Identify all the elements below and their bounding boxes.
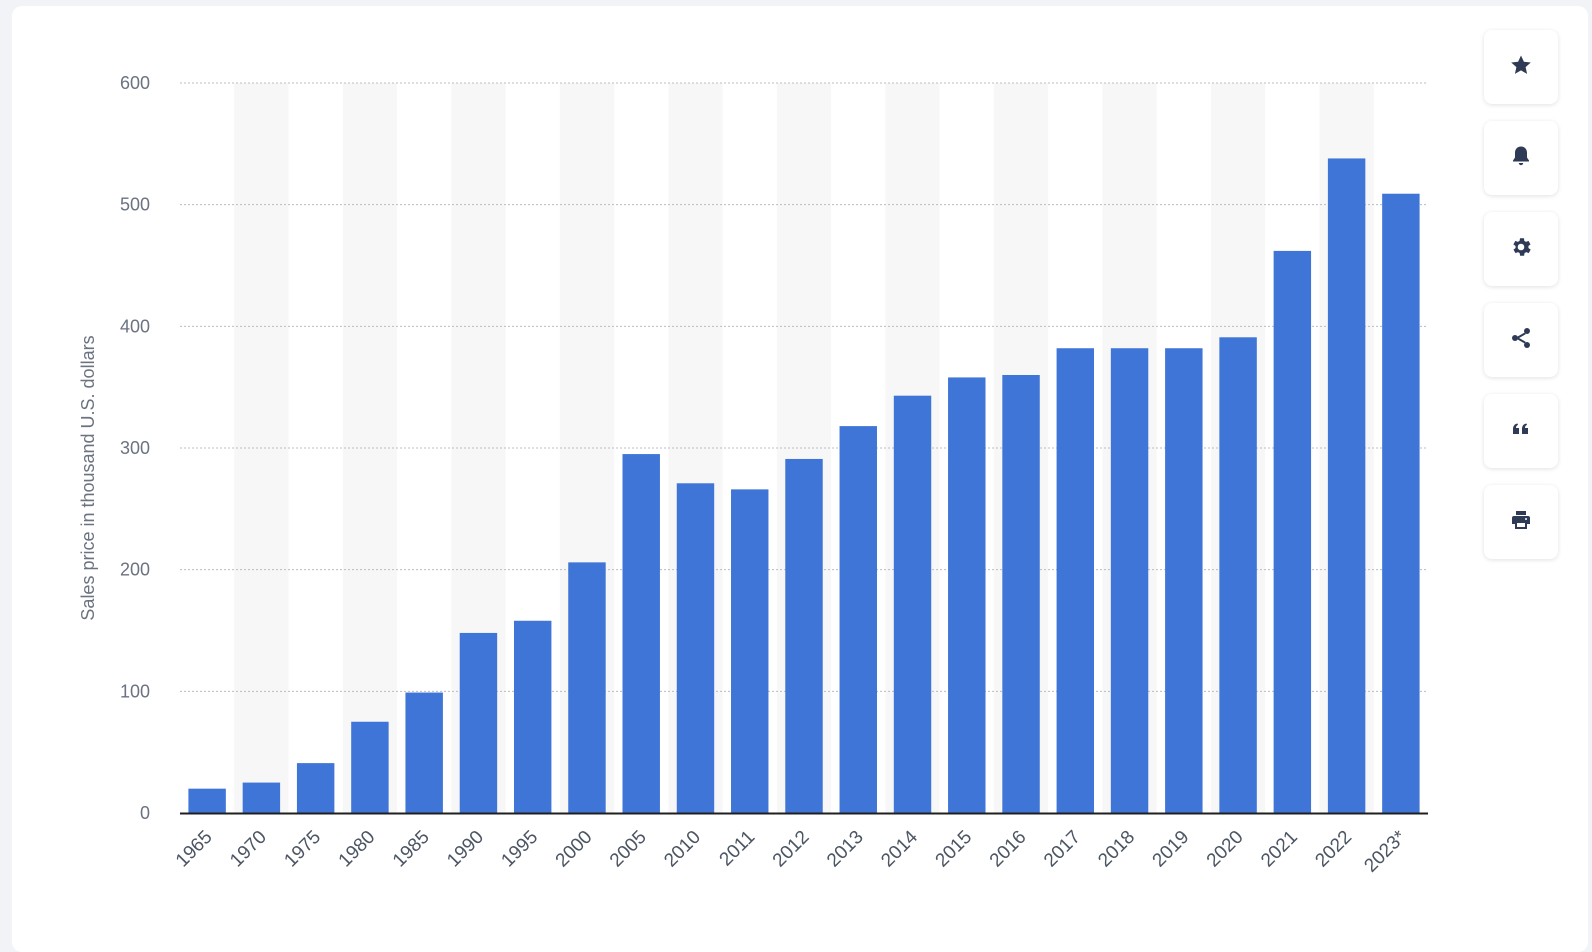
bar[interactable] xyxy=(1056,348,1095,813)
quote-icon xyxy=(1509,417,1533,446)
bar[interactable] xyxy=(893,395,932,813)
share-button[interactable] xyxy=(1484,303,1558,377)
bar[interactable] xyxy=(731,489,769,813)
bar[interactable] xyxy=(1110,348,1149,813)
bar[interactable] xyxy=(351,721,389,813)
x-tick-label: 2022 xyxy=(1311,827,1356,872)
y-axis-label: Sales price in thousand U.S. dollars xyxy=(78,335,98,620)
bar[interactable] xyxy=(1382,193,1420,813)
y-tick-label: 300 xyxy=(120,438,150,458)
printer-icon xyxy=(1509,508,1533,537)
y-tick-label: 400 xyxy=(120,316,150,336)
x-tick-label: 1985 xyxy=(389,827,434,872)
bar[interactable] xyxy=(839,426,877,813)
bar[interactable] xyxy=(1273,250,1312,813)
x-tick-label: 2000 xyxy=(552,827,597,872)
x-tick-label: 2012 xyxy=(769,827,814,872)
notification-button[interactable] xyxy=(1484,121,1558,195)
x-tick-labels: 1965 1970 1975 1980 1985 1990 1995 2000 2005 2010… xyxy=(172,826,1411,876)
x-tick-label: 1995 xyxy=(497,827,542,872)
bar[interactable] xyxy=(785,458,823,813)
x-tick-label: 1965 xyxy=(172,827,217,872)
y-tick-label: 500 xyxy=(120,195,150,215)
x-tick-label: 1990 xyxy=(443,827,488,872)
x-tick-label: 2020 xyxy=(1203,827,1248,872)
bar[interactable] xyxy=(242,782,281,813)
y-tick-label: 200 xyxy=(120,560,150,580)
x-tick-label: 2018 xyxy=(1094,827,1139,872)
bar[interactable] xyxy=(948,377,986,813)
bar[interactable] xyxy=(1219,337,1257,813)
x-tick-label: 2023* xyxy=(1360,826,1410,876)
share-icon xyxy=(1509,326,1533,355)
y-tick-label: 600 xyxy=(120,73,150,93)
y-tick-labels: 0 100 200 300 400 500 600 xyxy=(120,73,150,823)
x-tick-label: 2017 xyxy=(1040,827,1085,872)
x-tick-label: 1970 xyxy=(226,827,271,872)
bar[interactable] xyxy=(676,483,715,813)
x-tick-label: 1975 xyxy=(280,827,325,872)
x-tick-label: 2011 xyxy=(716,827,760,871)
y-tick-label: 100 xyxy=(120,681,150,701)
y-tick-label: 0 xyxy=(140,803,150,823)
x-tick-label: 2016 xyxy=(986,827,1031,872)
cite-button[interactable] xyxy=(1484,394,1558,468)
star-icon xyxy=(1509,53,1533,82)
x-tick-label: 2019 xyxy=(1149,827,1194,872)
bar-chart: 0 100 200 300 400 500 600 1965 1970 1975 1980 1985… xyxy=(78,73,1428,877)
bar[interactable] xyxy=(513,620,552,813)
favorite-button[interactable] xyxy=(1484,30,1558,104)
bar[interactable] xyxy=(405,692,443,813)
bell-icon xyxy=(1509,144,1533,173)
x-tick-label: 2021 xyxy=(1257,827,1302,872)
settings-button[interactable] xyxy=(1484,212,1558,286)
x-tick-label: 2013 xyxy=(823,827,868,872)
chart-toolbar xyxy=(1484,30,1560,576)
x-tick-label: 2014 xyxy=(877,826,922,871)
x-tick-label: 2015 xyxy=(932,827,977,872)
x-tick-label: 2005 xyxy=(606,827,651,872)
bar[interactable] xyxy=(1327,158,1366,813)
x-tick-label: 2010 xyxy=(660,827,705,872)
x-tick-label: 1980 xyxy=(335,827,380,872)
bar[interactable] xyxy=(568,562,606,813)
bar[interactable] xyxy=(1165,348,1203,813)
bar[interactable] xyxy=(188,788,226,813)
bar[interactable] xyxy=(622,454,660,813)
gear-icon xyxy=(1509,235,1533,264)
bar[interactable] xyxy=(1002,375,1040,813)
bar[interactable] xyxy=(459,632,498,813)
print-button[interactable] xyxy=(1484,485,1558,559)
bar[interactable] xyxy=(296,763,335,813)
bars xyxy=(188,158,1420,813)
